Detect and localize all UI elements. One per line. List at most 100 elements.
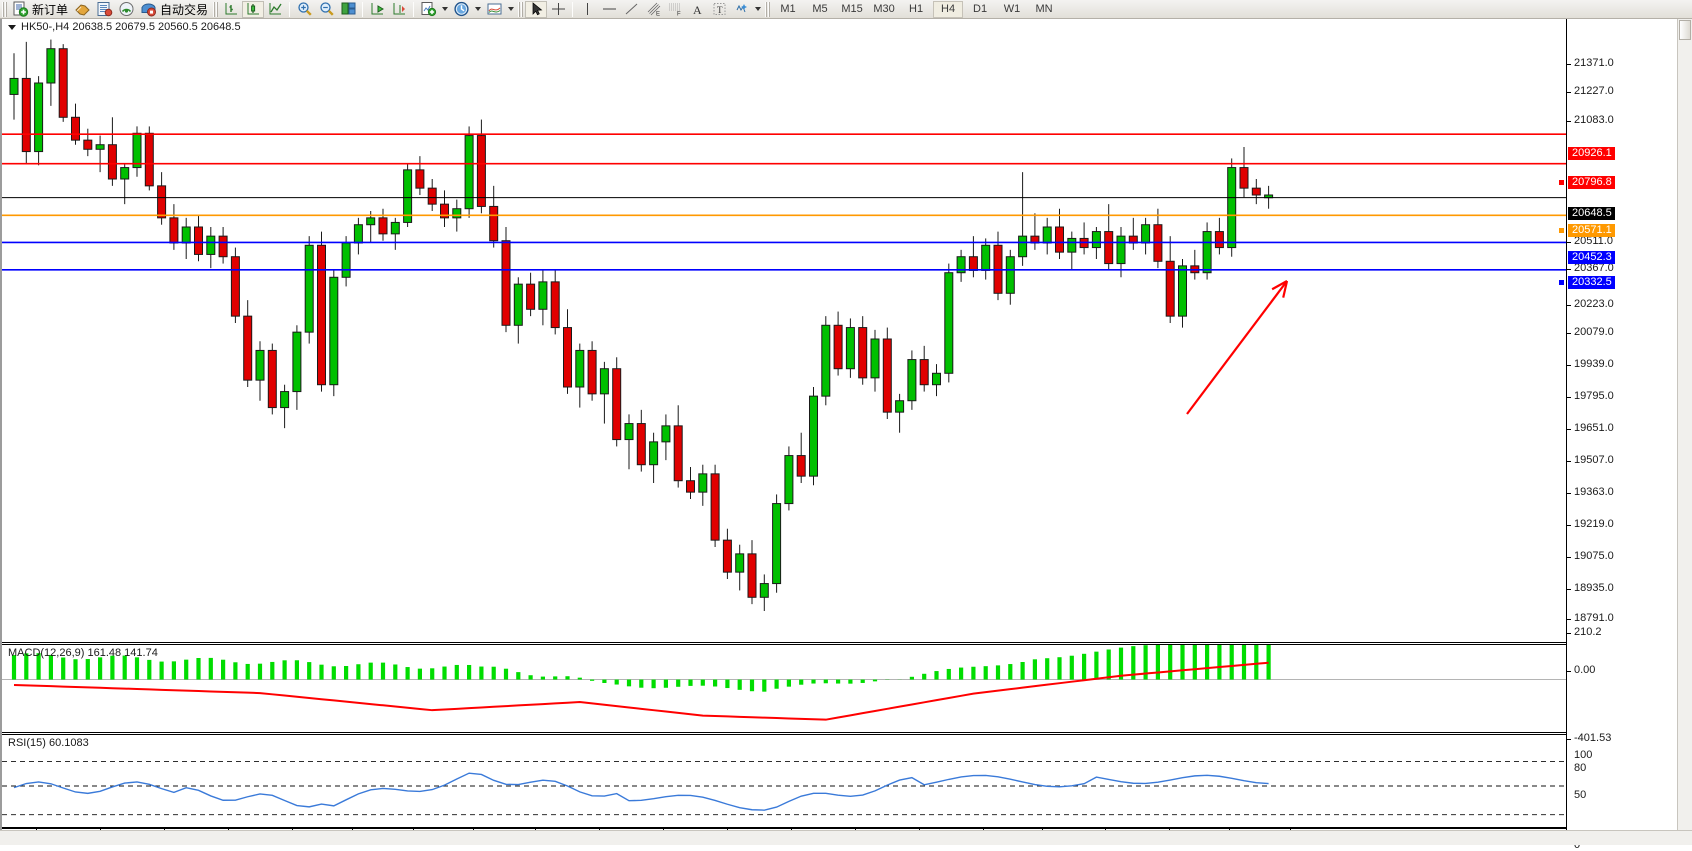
price-axis-tick	[1567, 365, 1571, 366]
macd-axis-label: -401.53	[1574, 732, 1612, 744]
toolbar-grip[interactable]	[2, 1, 7, 17]
price-level-drag-handle[interactable]	[1558, 179, 1565, 186]
toolbar-grip-4[interactable]	[765, 1, 771, 17]
toolbar-separator-4	[572, 1, 574, 17]
chevron-down-icon-indicators[interactable]	[439, 1, 450, 18]
timeframe-mn[interactable]: MN	[1035, 3, 1053, 15]
price-level-badge[interactable]: 20332.5	[1568, 276, 1615, 289]
horizontal-line-icon[interactable]	[598, 1, 620, 18]
price-axis-tick	[1567, 461, 1571, 462]
timeframe-d1[interactable]: D1	[973, 3, 988, 15]
price-axis-tick	[1567, 589, 1571, 590]
objects-icon[interactable]	[730, 1, 752, 18]
price-axis-label: 19507.0	[1574, 454, 1614, 466]
price-pane[interactable]: HK50-,H4 20638.5 20679.5 20560.5 20648.5	[2, 19, 1566, 643]
macd-pane[interactable]: MACD(12,26,9) 161.48 141.74	[2, 644, 1566, 733]
horizontal-scrollbar[interactable]	[0, 830, 1692, 845]
new-order-label[interactable]: 新订单	[32, 2, 69, 17]
price-level-drag-handle[interactable]	[1558, 279, 1565, 286]
chevron-down-icon-objects[interactable]	[752, 1, 763, 18]
period-icon[interactable]	[450, 1, 472, 18]
price-axis-tick	[1567, 429, 1571, 430]
chart-window: HK50-,H4 20638.5 20679.5 20560.5 20648.5…	[0, 19, 1692, 851]
fibonacci-retracement-icon[interactable]: F	[664, 1, 686, 18]
price-level-badge[interactable]: 20648.5	[1568, 207, 1615, 220]
price-axis-label: 21083.0	[1574, 114, 1614, 126]
candlestick-chart-icon[interactable]	[242, 0, 265, 18]
timeframe-w1[interactable]: W1	[1003, 3, 1021, 15]
price-axis-label: 20223.0	[1574, 298, 1614, 310]
toolbar-separator-2	[362, 1, 364, 17]
zoom-in-icon[interactable]	[293, 1, 315, 18]
price-axis-tick	[1567, 525, 1571, 526]
chart-title[interactable]: HK50-,H4 20638.5 20679.5 20560.5 20648.5	[8, 21, 241, 33]
price-axis-label: 20079.0	[1574, 326, 1614, 338]
cursor-icon[interactable]	[525, 0, 548, 18]
svg-text:E: E	[656, 12, 660, 18]
text-label-icon[interactable]: T	[708, 1, 730, 18]
rsi-axis-label: 80	[1574, 762, 1587, 774]
timeframe-m15[interactable]: M15	[841, 3, 863, 15]
price-axis-label: 18935.0	[1574, 582, 1614, 594]
price-axis-label: 21227.0	[1574, 85, 1614, 97]
vertical-scrollbar-thumb[interactable]	[1679, 20, 1691, 40]
svg-text:A: A	[693, 3, 702, 17]
data-window-icon[interactable]	[93, 1, 115, 18]
svg-text:F: F	[677, 12, 681, 18]
text-icon[interactable]: A	[686, 1, 708, 18]
rsi-pane[interactable]: RSI(15) 60.1083	[2, 734, 1566, 828]
rsi-layer	[2, 760, 1566, 816]
expert-advisors-icon[interactable]	[71, 1, 93, 18]
price-axis-tick	[1567, 92, 1571, 93]
toolbar-grip-2[interactable]	[213, 1, 219, 17]
price-axis-tick	[1567, 269, 1571, 270]
main-toolbar: 新订单 自动交易	[0, 0, 1692, 19]
price-axis[interactable]: 21371.0 21227.0 21083.0 20511.0 20367.0 20223…	[1558, 19, 1677, 851]
timeframe-h1[interactable]: H1	[909, 3, 924, 15]
price-level-badge[interactable]: 20796.8	[1568, 176, 1615, 189]
price-axis-label: 19795.0	[1574, 390, 1614, 402]
vertical-scrollbar[interactable]	[1677, 19, 1692, 845]
rsi-label: RSI(15) 60.1083	[8, 737, 89, 749]
timeframe-m5[interactable]: M5	[812, 3, 828, 15]
new-order-icon[interactable]	[9, 1, 31, 18]
crosshair-icon[interactable]	[547, 1, 569, 18]
zoom-out-icon[interactable]	[315, 1, 337, 18]
timeframe-m1[interactable]: M1	[780, 3, 796, 15]
price-level-badge[interactable]: 20571.1	[1568, 224, 1615, 237]
price-axis-tick	[1567, 305, 1571, 306]
bar-chart-icon[interactable]	[220, 1, 242, 18]
templates-icon[interactable]	[483, 1, 505, 18]
toolbar-grip-3[interactable]	[518, 1, 524, 17]
vertical-line-icon[interactable]	[576, 1, 598, 18]
equidistant-channel-icon[interactable]: E	[642, 1, 664, 18]
chart-title-text: HK50-,H4 20638.5 20679.5 20560.5 20648.5	[21, 21, 241, 33]
price-axis-label: 19075.0	[1574, 550, 1614, 562]
price-level-badge[interactable]: 20926.1	[1568, 147, 1615, 160]
price-axis-label: 19219.0	[1574, 518, 1614, 530]
navigator-icon[interactable]	[115, 1, 137, 18]
chevron-down-icon-templates[interactable]	[505, 1, 516, 18]
tile-windows-icon[interactable]	[337, 1, 359, 18]
price-axis-tick	[1567, 64, 1571, 65]
price-level-badge[interactable]: 20452.3	[1568, 251, 1615, 264]
line-chart-icon[interactable]	[264, 1, 286, 18]
chart-shift-icon[interactable]	[388, 1, 410, 18]
autotrading-icon[interactable]	[137, 1, 159, 18]
add-indicator-icon[interactable]	[417, 1, 439, 18]
rsi-axis-label: 50	[1574, 789, 1587, 801]
annotation-layer	[1186, 280, 1289, 415]
trend-line-icon[interactable]	[620, 1, 642, 18]
price-level-drag-handle[interactable]	[1558, 227, 1565, 234]
autotrading-label[interactable]: 自动交易	[160, 2, 209, 17]
auto-scroll-icon[interactable]	[366, 1, 388, 18]
price-axis-tick	[1567, 333, 1571, 334]
timeframe-h4[interactable]: H4	[933, 0, 964, 18]
toolbar-separator	[289, 1, 291, 17]
timeframe-m30[interactable]: M30	[873, 3, 895, 15]
price-axis-label: 21371.0	[1574, 57, 1614, 69]
chevron-down-icon-period[interactable]	[472, 1, 483, 18]
chart-menu-triangle-icon[interactable]	[8, 24, 16, 30]
price-axis-tick	[1567, 121, 1571, 122]
macd-layer	[2, 645, 1566, 721]
